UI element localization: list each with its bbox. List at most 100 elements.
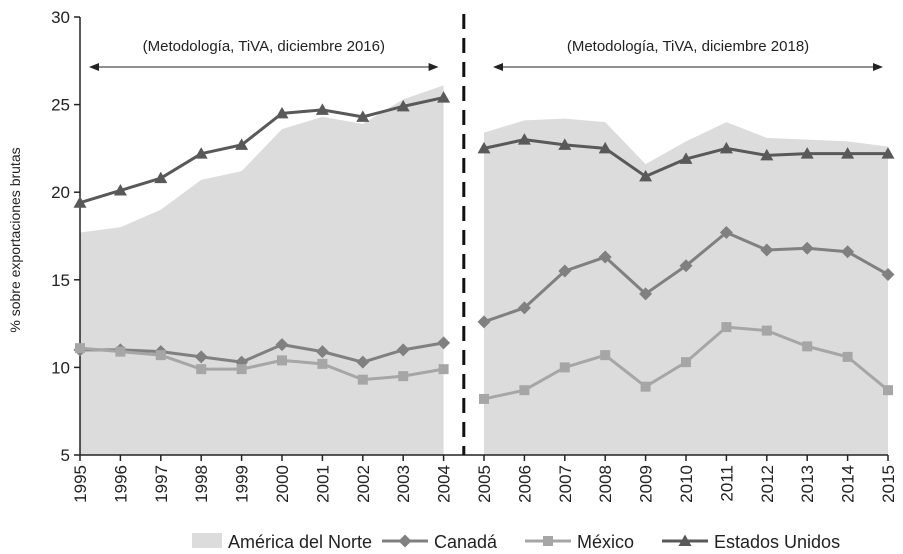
x-tick-label: 1998	[192, 465, 211, 503]
mexico-point-2006	[519, 385, 530, 396]
legend-marker-estados-unidos	[678, 534, 692, 546]
estados-unidos-line-segment-1	[79, 96, 444, 205]
x-tick-label: 2015	[879, 465, 898, 503]
x-tick-label: 1999	[233, 465, 252, 503]
canada-point-2000	[275, 338, 289, 352]
estados-unidos-point-2011	[719, 141, 733, 154]
canada-point-2009	[639, 287, 653, 301]
estados-unidos-point-2003	[396, 99, 410, 112]
annotations: (Metodología, TiVA, diciembre 2016) (Meto…	[89, 38, 883, 71]
area-layer	[80, 85, 888, 455]
canada-point-2006	[517, 301, 531, 315]
annotation-label-1: (Metodología, TiVA, diciembre 2016)	[143, 38, 385, 55]
estados-unidos-point-2010	[679, 152, 693, 164]
canada-point-2012	[760, 243, 774, 257]
mexico-point-2005	[479, 393, 489, 404]
mexico-point-2007	[559, 362, 570, 373]
canada-point-2011	[719, 225, 733, 239]
canada-point-2007	[558, 264, 572, 278]
mexico-point-2012	[761, 325, 772, 336]
canada-point-2002	[356, 355, 370, 369]
x-tick-label: 2008	[596, 465, 615, 503]
x-tick-label: 2000	[273, 465, 292, 503]
estados-unidos-point-2008	[598, 141, 612, 154]
mexico-point-2002	[357, 374, 368, 385]
legend-item-estados-unidos: Estados Unidos	[662, 532, 840, 552]
x-tick-label: 2013	[798, 465, 817, 503]
y-tick-label: 25	[51, 96, 70, 115]
series-lines	[73, 91, 895, 404]
mexico-point-2013	[802, 341, 813, 352]
legend-marker-canada	[398, 534, 412, 548]
mexico-point-2010	[681, 357, 691, 368]
mexico-point-1997	[155, 350, 166, 361]
x-tick-label: 1995	[71, 465, 90, 503]
mexico-point-2003	[398, 371, 409, 382]
mexico-point-1999	[236, 364, 247, 375]
legend-label-mexico: México	[577, 532, 634, 552]
canada-point-2003	[396, 343, 410, 357]
x-tick-label: 2006	[515, 465, 534, 503]
america-del-norte-area-segment-2	[484, 118, 888, 455]
legend-swatch-america-del-norte	[192, 533, 222, 548]
estados-unidos-point-1996	[113, 183, 127, 196]
estados-unidos-point-1997	[154, 171, 168, 184]
mexico-point-2009	[640, 381, 651, 392]
canada-point-2001	[315, 345, 329, 359]
estados-unidos-point-1999	[235, 138, 249, 150]
x-tick-label: 2002	[354, 465, 373, 503]
legend-item-canada: Canadá	[382, 532, 498, 552]
x-tick-label: 2009	[637, 465, 656, 503]
mexico-point-1995	[75, 343, 85, 354]
legend-item-america-del-norte: América del Norte	[192, 532, 372, 552]
x-tick-label: 2012	[758, 465, 777, 503]
canada-point-2015	[881, 268, 895, 282]
x-tick-label: 1997	[152, 465, 171, 503]
canada-point-2013	[800, 241, 814, 255]
canada-point-1998	[194, 350, 208, 364]
y-tick-label: 5	[61, 446, 70, 465]
annotation-label-2: (Metodología, TiVA, diciembre 2018)	[567, 38, 809, 55]
x-tick-label: 2005	[475, 465, 494, 503]
estados-unidos-point-2015	[881, 147, 895, 159]
mexico-point-2004	[438, 364, 449, 375]
y-axis-label: % sobre exportaciones brutas	[7, 147, 23, 332]
estados-unidos-point-1995	[73, 196, 87, 208]
estados-unidos-point-2001	[315, 103, 329, 115]
x-tick-label: 2007	[556, 465, 575, 503]
legend-marker-mexico	[543, 536, 553, 546]
canada-point-2004	[437, 336, 451, 350]
mexico-line-segment-1	[79, 346, 444, 382]
canada-point-2010	[679, 259, 693, 273]
mexico-point-2000	[277, 355, 287, 366]
x-tick-label: 2004	[435, 465, 454, 503]
x-tick-label: 1996	[111, 465, 130, 503]
axes: 5 10 15 20 25 30 1995 1996 1997 1998 1999 2000 2001 2…	[51, 8, 898, 503]
legend-label-america-del-norte: América del Norte	[228, 532, 372, 552]
y-tick-label: 15	[51, 271, 70, 290]
x-tick-label: 2001	[313, 465, 332, 503]
estados-unidos-point-2004	[437, 91, 451, 103]
estados-unidos-point-2014	[841, 147, 855, 159]
america-del-norte-area-segment-1	[80, 85, 444, 455]
canada-point-2008	[598, 250, 612, 264]
x-tick-label: 2003	[394, 465, 413, 503]
estados-unidos-point-2000	[275, 106, 289, 119]
mexico-point-1998	[196, 364, 207, 375]
x-tick-label: 2014	[839, 465, 858, 503]
mexico-point-2014	[842, 351, 853, 362]
y-tick-label: 10	[51, 358, 70, 377]
estados-unidos-point-2006	[517, 133, 531, 145]
estados-unidos-point-1998	[194, 147, 208, 159]
legend-label-canada: Canadá	[434, 532, 498, 552]
legend-label-estados-unidos: Estados Unidos	[714, 532, 840, 552]
x-tick-label: 2010	[677, 465, 696, 503]
legend: América del Norte Canadá México Estados Uni…	[192, 532, 840, 552]
canada-point-2014	[841, 245, 855, 259]
y-tick-label: 20	[51, 183, 70, 202]
estados-unidos-point-2005	[477, 141, 491, 154]
estados-unidos-point-2009	[639, 169, 653, 182]
estados-unidos-point-2002	[356, 110, 370, 122]
x-tick-label: 2011	[717, 465, 736, 502]
